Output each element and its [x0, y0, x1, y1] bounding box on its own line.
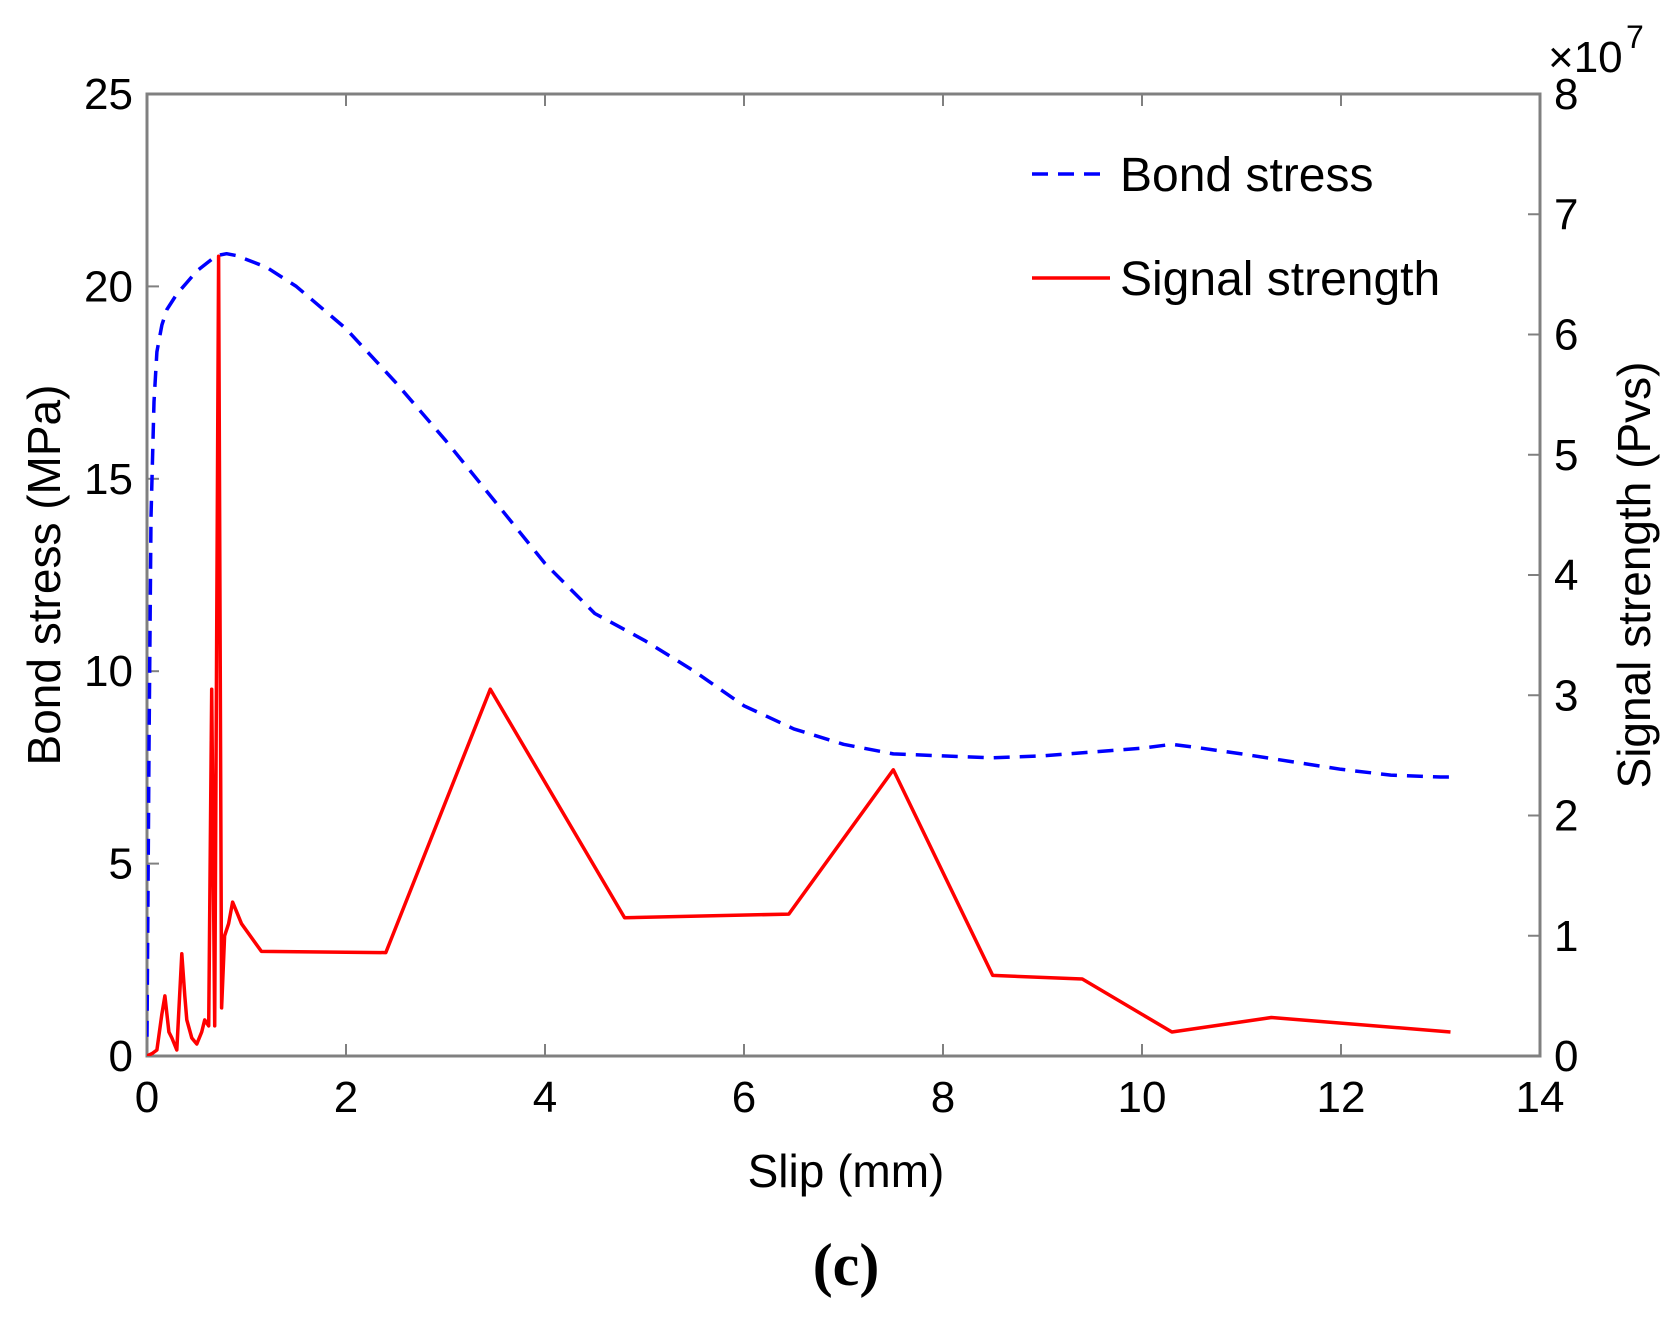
plot-area	[145, 92, 1542, 1058]
y-tick-label: 25	[84, 70, 133, 119]
legend-label-signal-strength: Signal strength	[1120, 253, 1440, 306]
figure-caption: (c)	[813, 1232, 880, 1298]
x-axis-label: Slip (mm)	[748, 1145, 945, 1197]
y-axis-right: 0 1 2 3 4 5 6 7 8	[1528, 70, 1578, 1081]
series-line-signal-strength	[147, 254, 1451, 1056]
x-tick-label: 2	[334, 1073, 358, 1122]
y2-tick-label: 7	[1554, 190, 1578, 239]
y2-tick-label: 3	[1554, 671, 1578, 720]
y-tick-label: 20	[84, 262, 133, 311]
x-axis: 0 2 4 6 8 10 12 14	[135, 94, 1565, 1122]
y-axis-left: 0 5 10 15 20 25	[84, 70, 159, 1081]
y2-exponent: 7	[1626, 19, 1644, 55]
y-tick-label: 10	[84, 647, 133, 696]
y-tick-label: 15	[84, 455, 133, 504]
legend: Bond stress Signal strength	[1032, 149, 1440, 306]
y-tick-label: 0	[109, 1032, 133, 1081]
x-tick-label: 4	[533, 1073, 557, 1122]
x-tick-label: 8	[931, 1073, 955, 1122]
y2-tick-label: 8	[1554, 70, 1578, 119]
y2-tick-label: 4	[1554, 551, 1578, 600]
legend-label-bond-stress: Bond stress	[1120, 149, 1373, 202]
series-line-bond-stress	[147, 251, 1451, 1037]
series-layer	[147, 251, 1451, 1056]
y2-multiplier: ×10	[1548, 33, 1623, 82]
x-tick-label: 6	[732, 1073, 756, 1122]
y2-tick-label: 2	[1554, 792, 1578, 841]
y2-tick-label: 5	[1554, 431, 1578, 480]
y2-tick-label: 6	[1554, 311, 1578, 360]
y-axis-label: Bond stress (MPa)	[18, 385, 70, 766]
y-tick-label: 5	[109, 840, 133, 889]
y2-tick-label: 0	[1554, 1032, 1578, 1081]
x-tick-label: 0	[135, 1073, 159, 1122]
x-tick-label: 14	[1516, 1073, 1565, 1122]
x-tick-label: 12	[1317, 1073, 1366, 1122]
y2-axis-label: Signal strength (Pvs)	[1608, 362, 1660, 789]
y2-tick-label: 1	[1554, 912, 1578, 961]
x-tick-label: 10	[1118, 1073, 1167, 1122]
